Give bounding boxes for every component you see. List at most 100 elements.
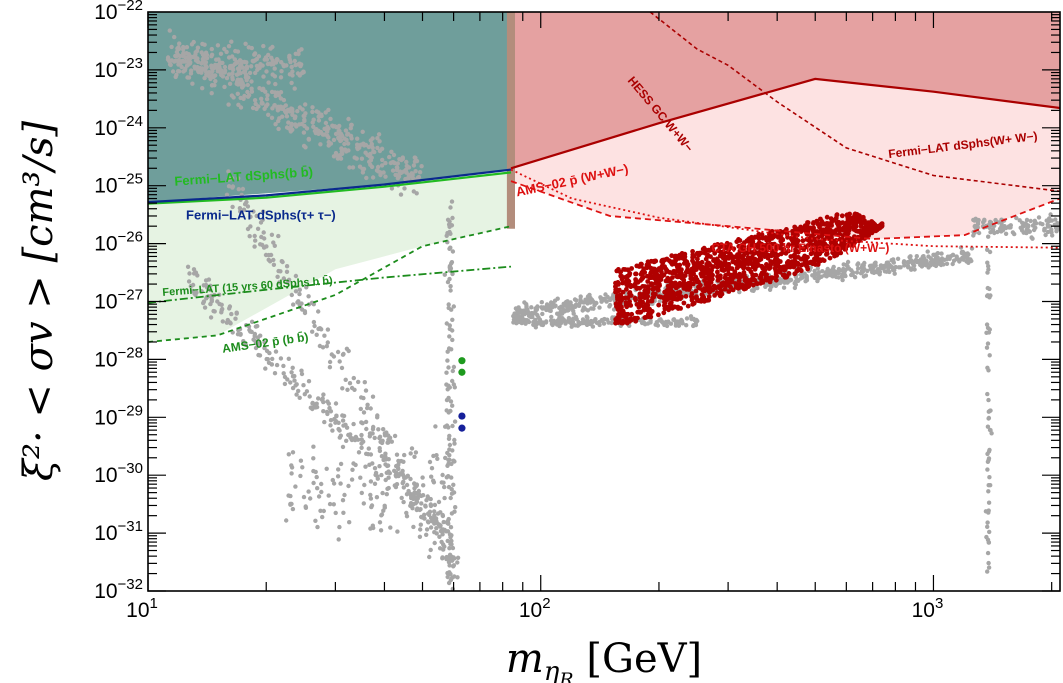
data-point xyxy=(326,135,331,140)
data-point xyxy=(569,324,574,329)
curve-7 xyxy=(649,12,1060,193)
data-point xyxy=(380,157,385,163)
data-point xyxy=(408,451,413,456)
data-point xyxy=(314,401,319,406)
data-point xyxy=(288,380,293,385)
data-point xyxy=(403,475,408,480)
data-point xyxy=(450,423,455,429)
data-point xyxy=(969,258,974,264)
data-point xyxy=(1055,221,1060,226)
data-point xyxy=(279,60,284,65)
data-point xyxy=(231,67,236,72)
data-point xyxy=(380,490,385,496)
data-point xyxy=(845,225,851,230)
data-point xyxy=(247,234,252,239)
data-point xyxy=(323,120,329,126)
data-point xyxy=(1003,231,1009,236)
data-point xyxy=(363,419,369,425)
data-point xyxy=(987,427,993,433)
data-point xyxy=(609,296,614,301)
data-point xyxy=(432,540,437,546)
data-point xyxy=(259,100,265,105)
data-point xyxy=(327,501,333,507)
data-point xyxy=(240,65,246,70)
data-point xyxy=(428,502,433,507)
data-point xyxy=(557,323,562,329)
data-point xyxy=(368,496,374,501)
data-point xyxy=(827,255,833,261)
data-point xyxy=(640,270,646,276)
data-point xyxy=(617,296,623,301)
data-point xyxy=(446,474,451,479)
data-point xyxy=(282,374,288,380)
data-point xyxy=(657,273,663,279)
data-point xyxy=(451,482,456,487)
data-point xyxy=(401,485,406,490)
data-point xyxy=(201,283,206,288)
data-point xyxy=(230,184,236,189)
data-point xyxy=(445,450,450,456)
data-point xyxy=(985,550,991,556)
data-point xyxy=(449,461,454,467)
data-point xyxy=(191,54,196,60)
data-point xyxy=(220,60,225,66)
data-point xyxy=(261,209,266,214)
data-point xyxy=(209,46,214,52)
data-point xyxy=(448,205,453,210)
data-point xyxy=(209,299,214,304)
data-point xyxy=(186,279,192,284)
data-point xyxy=(235,91,240,97)
data-point xyxy=(262,340,267,345)
data-point xyxy=(284,125,290,130)
data-point xyxy=(447,229,452,235)
data-point xyxy=(306,379,312,384)
data-point xyxy=(446,580,452,586)
data-point xyxy=(805,220,810,225)
data-point xyxy=(377,464,382,469)
data-point xyxy=(385,463,390,469)
data-point xyxy=(349,136,354,141)
axes: 101 102 103 10−22 10−23 10−24 10−25 10−26 10−27 1… xyxy=(94,0,1060,622)
data-point xyxy=(832,253,837,259)
data-point xyxy=(208,315,214,320)
data-point xyxy=(424,532,429,537)
data-point xyxy=(235,49,241,54)
data-point xyxy=(451,563,457,568)
data-point xyxy=(302,123,307,129)
data-point xyxy=(649,282,655,288)
data-point xyxy=(290,109,295,114)
data-point xyxy=(615,288,621,294)
data-point xyxy=(253,101,258,107)
data-point xyxy=(375,136,380,141)
data-point xyxy=(292,58,297,64)
data-point xyxy=(338,133,343,138)
data-point xyxy=(340,418,346,423)
data-point xyxy=(986,416,991,421)
data-point xyxy=(273,60,279,65)
data-point xyxy=(605,294,610,300)
data-point xyxy=(265,61,271,67)
data-point xyxy=(829,234,834,240)
data-point xyxy=(319,481,324,487)
data-point xyxy=(592,303,597,308)
data-point xyxy=(190,81,195,86)
curve-3 xyxy=(148,225,512,343)
data-point xyxy=(765,252,771,258)
data-point xyxy=(362,380,367,385)
data-point xyxy=(344,425,350,430)
data-point xyxy=(230,75,235,80)
data-point xyxy=(342,492,347,498)
data-point xyxy=(987,529,992,535)
data-point xyxy=(445,349,450,354)
data-point xyxy=(365,402,370,407)
data-point xyxy=(647,306,652,312)
data-point xyxy=(689,316,694,322)
data-point xyxy=(833,241,839,247)
data-point xyxy=(738,284,743,290)
data-point xyxy=(290,112,295,118)
data-point xyxy=(447,546,452,551)
data-point xyxy=(390,168,396,173)
data-point xyxy=(448,525,454,530)
data-point xyxy=(830,267,835,273)
data-point xyxy=(256,54,262,59)
